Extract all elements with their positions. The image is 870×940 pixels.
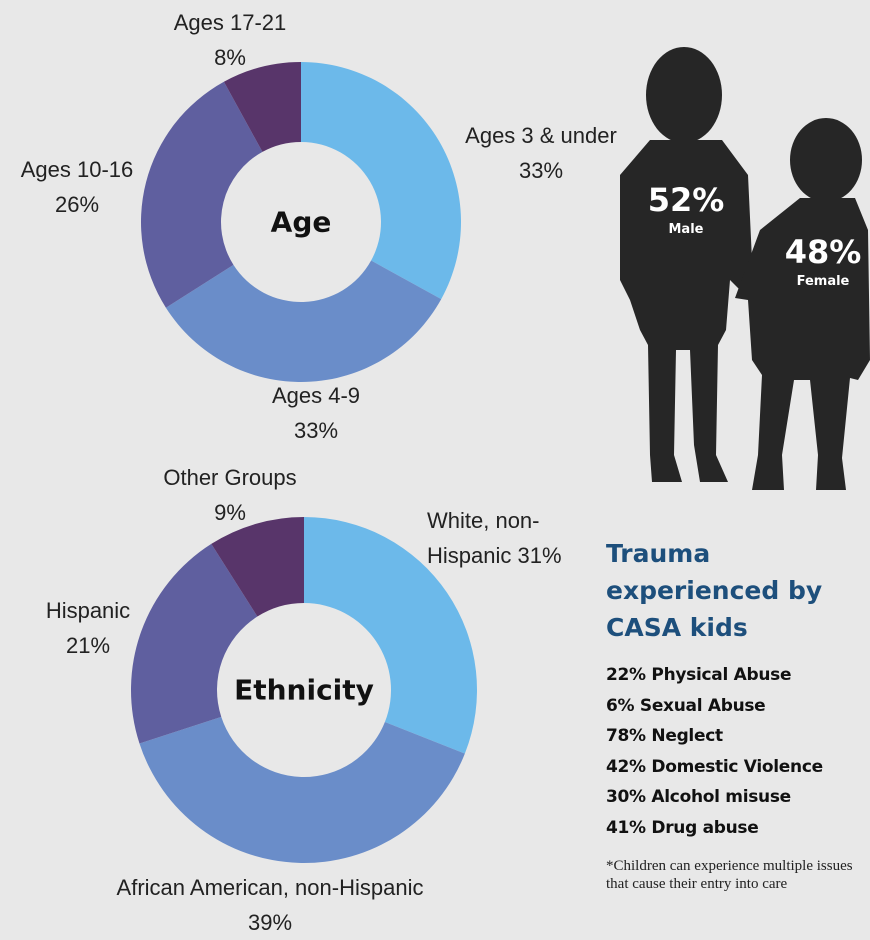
girl-silhouette <box>735 118 870 490</box>
gender-percent: 48% <box>784 233 862 271</box>
slice-label: Ages 4-9 33% <box>272 378 360 448</box>
donut-slice <box>301 62 462 300</box>
donut-center-title: Ethnicity <box>234 673 374 707</box>
trauma-item: 22% Physical Abuse <box>606 665 792 685</box>
value-label: 39% <box>247 910 293 935</box>
gender-percent: 52% <box>647 181 725 219</box>
category-label: Ages 4-9 <box>271 383 361 408</box>
donut-slice <box>165 260 442 383</box>
trauma-item: 42% Domestic Violence <box>606 756 823 777</box>
donut-slice <box>223 62 301 152</box>
value-label: 21% <box>65 633 111 658</box>
donut-slice <box>130 543 258 744</box>
trauma-item: 30% Alcohol misuse <box>606 787 791 807</box>
trauma-title: Trauma experienced by CASA kids <box>606 539 823 642</box>
donut-slice <box>211 517 304 617</box>
gender-label: 52% Male <box>648 180 725 240</box>
category-label: Other Groups <box>163 465 297 490</box>
trauma-item: 6% Sexual Abuse <box>606 695 766 716</box>
trauma-item: 78% Neglect <box>606 726 723 746</box>
value-label: 31% <box>517 543 562 568</box>
trauma-item: 41% Drug abuse <box>606 817 759 838</box>
slice-label: White, non-Hispanic 31% <box>427 503 602 573</box>
value-label: 26% <box>54 192 100 217</box>
boy-silhouette <box>620 47 752 482</box>
slice-label: Hispanic 21% <box>46 593 130 663</box>
value-label: 9% <box>214 500 246 525</box>
slice-label: Other Groups 9% <box>163 460 296 530</box>
category-label: Hispanic <box>45 598 131 623</box>
trauma-panel: Trauma experienced by CASA kids 22% Phys… <box>606 535 870 893</box>
value-label: 33% <box>518 158 564 183</box>
slice-label: Ages 10-16 26% <box>21 152 134 222</box>
value-label: 8% <box>214 45 246 70</box>
category-label: Ages 3 & under <box>465 123 617 148</box>
gender-name: Female <box>796 274 850 289</box>
trauma-list: 22% Physical Abuse 6% Sexual Abuse 78% Neg… <box>606 660 870 843</box>
donut-center-title: Age <box>270 205 332 239</box>
category-label: Ages 10-16 <box>20 157 134 182</box>
gender-label: 48% Female <box>785 232 862 292</box>
donut-slice <box>141 81 263 308</box>
donut-slice <box>139 716 465 863</box>
slice-label: Ages 3 & under 33% <box>465 118 617 188</box>
slice-label: African American, non-Hispanic 39% <box>117 870 424 940</box>
donut-slice <box>304 517 477 754</box>
category-label: African American, non-Hispanic <box>116 875 424 900</box>
category-label: Ages 17-21 <box>173 10 287 35</box>
gender-name: Male <box>668 222 704 237</box>
category-label: White, non-Hispanic <box>427 508 540 568</box>
footnote: *Children can experience multiple issues… <box>606 858 853 892</box>
value-label: 33% <box>293 418 339 443</box>
slice-label: Ages 17-21 8% <box>174 5 287 75</box>
